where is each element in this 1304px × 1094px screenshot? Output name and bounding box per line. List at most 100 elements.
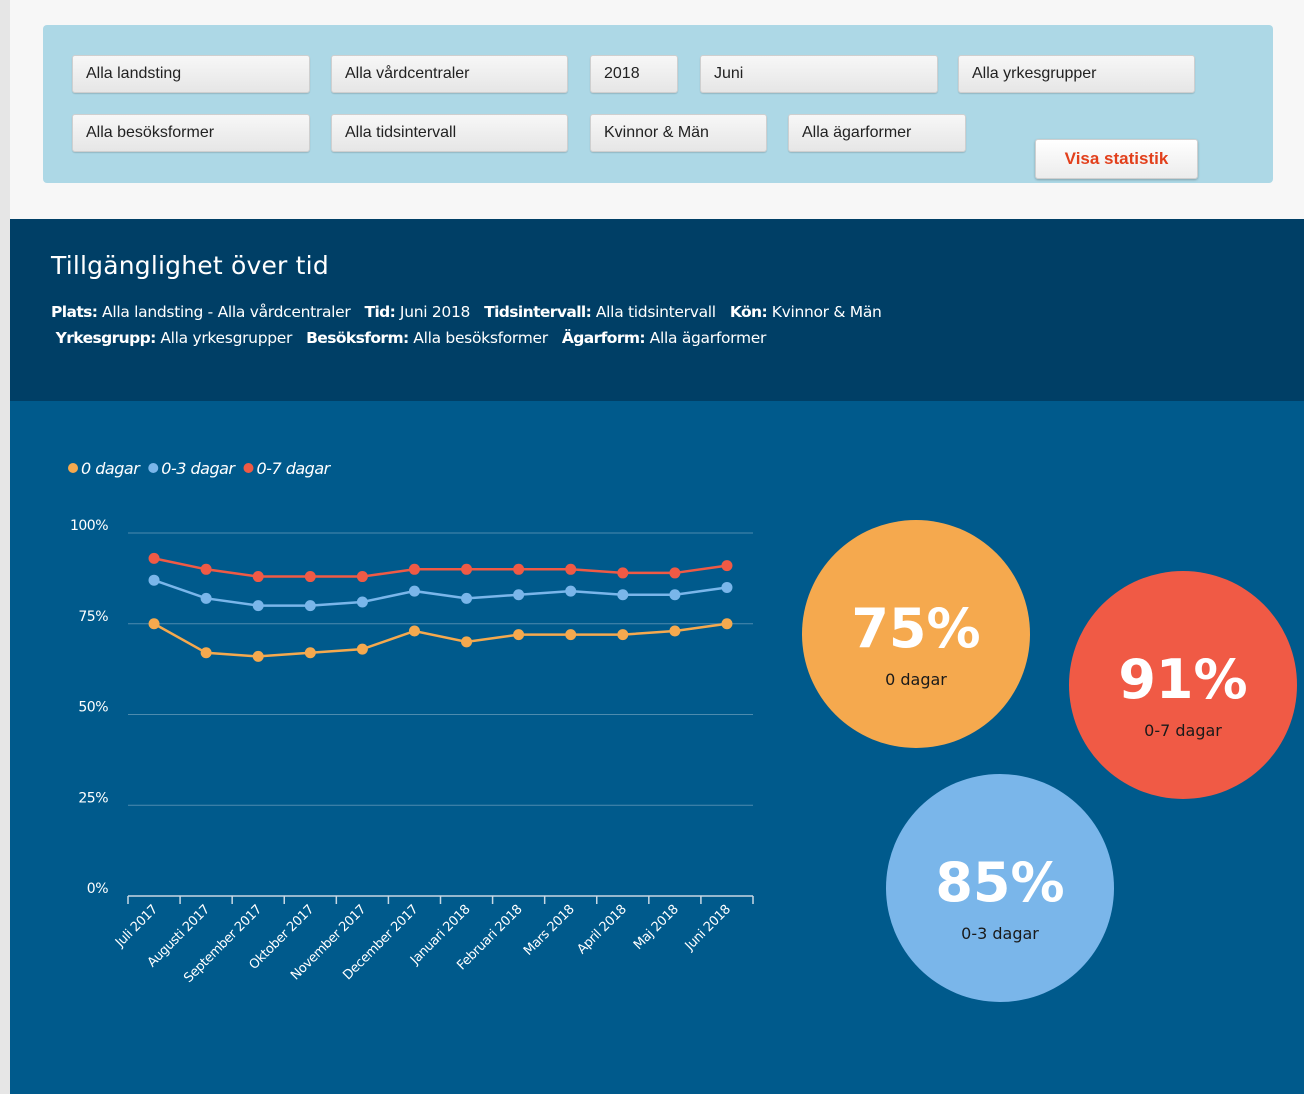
data-point	[565, 629, 577, 641]
data-point	[304, 600, 316, 612]
y-tick-label: 75%	[78, 609, 108, 625]
data-point	[513, 589, 525, 601]
side-strip	[0, 0, 10, 1094]
x-tick-label: Maj 2018	[631, 902, 682, 953]
meta-value: Alla tidsintervall	[595, 303, 716, 321]
data-point	[252, 600, 264, 612]
y-tick-label: 100%	[70, 518, 108, 534]
data-point	[200, 647, 212, 659]
data-point	[565, 585, 577, 597]
data-point	[408, 563, 420, 575]
filter-dropdown[interactable]: Juni	[700, 55, 938, 93]
data-point	[461, 563, 473, 575]
filter-dropdown[interactable]: Alla besöksformer	[72, 114, 310, 152]
data-point	[148, 574, 160, 586]
meta-label: Kön:	[729, 303, 768, 321]
x-tick-label: Juni 2018	[682, 902, 734, 954]
data-point	[304, 647, 316, 659]
meta-value: Alla besöksformer	[413, 329, 548, 347]
legend-marker	[68, 463, 78, 473]
data-point	[356, 643, 368, 655]
data-point	[356, 571, 368, 583]
legend-label: 0-3 dagar	[161, 459, 236, 478]
series-line	[153, 557, 728, 578]
filter-dropdown[interactable]: 2018	[590, 55, 678, 93]
data-point	[252, 571, 264, 583]
kpi-bubble	[886, 774, 1114, 1002]
meta-value: Kvinnor & Män	[771, 303, 882, 321]
data-point	[200, 563, 212, 575]
data-point	[461, 592, 473, 604]
chart: 0 dagar 0-3 dagar 0-7 dagar 0% 25% 50% 75% 100%…	[68, 459, 1297, 1002]
series-line	[153, 622, 728, 658]
data-point	[721, 581, 733, 593]
data-point	[148, 552, 160, 564]
data-point	[617, 629, 629, 641]
meta-label: Ägarform:	[561, 329, 646, 347]
meta-item: Ägarform: Alla ägarformer	[561, 329, 767, 347]
data-point	[252, 650, 264, 662]
y-tick-label: 25%	[78, 790, 108, 806]
data-point	[565, 563, 577, 575]
legend-label: 0-7 dagar	[256, 459, 331, 478]
x-tick-label: April 2018	[575, 902, 630, 957]
data-point	[617, 589, 629, 601]
filter-dropdown[interactable]: Alla yrkesgrupper	[958, 55, 1195, 93]
kpi-bubble	[802, 520, 1030, 748]
meta-item: Tidsintervall: Alla tidsintervall	[484, 303, 716, 321]
data-point	[304, 571, 316, 583]
data-point	[669, 589, 681, 601]
filter-dropdown[interactable]: Alla ägarformer	[788, 114, 966, 152]
filter-dropdown[interactable]: Alla vårdcentraler	[331, 55, 568, 93]
meta-item: Tid: Juni 2018	[365, 303, 471, 321]
data-point	[617, 567, 629, 579]
meta-label: Yrkesgrupp:	[55, 329, 157, 347]
x-tick-label: Juli 2017	[112, 902, 161, 951]
title: Tillgänglighet över tid	[51, 251, 329, 280]
meta: Plats: Alla landsting - Alla vårdcentral…	[51, 299, 896, 351]
meta-label: Tid:	[364, 303, 396, 321]
data-point	[721, 560, 733, 572]
filter-dropdown[interactable]: Alla tidsintervall	[331, 114, 568, 152]
data-point	[669, 625, 681, 637]
kpi-label: 0-7 dagar	[1144, 721, 1222, 740]
data-point	[513, 563, 525, 575]
show-button[interactable]: Visa statistik	[1035, 139, 1198, 179]
x-tick-label: Mars 2018	[521, 902, 578, 959]
meta-label: Besöksform:	[306, 329, 409, 347]
data-point	[148, 618, 160, 630]
data-point	[669, 567, 681, 579]
meta-item: Yrkesgrupp: Alla yrkesgrupper	[55, 329, 293, 347]
kpi-label: 0-3 dagar	[961, 924, 1039, 943]
chart-area: 0 dagar 0-3 dagar 0-7 dagar 0% 25% 50% 75% 100%…	[10, 401, 1304, 1094]
y-tick-label: 0%	[87, 881, 108, 897]
filter-dropdown[interactable]: Alla landsting	[72, 55, 310, 93]
data-point	[200, 592, 212, 604]
data-point	[721, 618, 733, 630]
header: Tillgänglighet över tid Plats: Alla land…	[10, 219, 1304, 401]
meta-value: Alla landsting - Alla vårdcentraler	[102, 303, 351, 321]
legend-marker	[148, 463, 159, 473]
filter-panel: Visa statistik Alla landsting Alla vårdce…	[43, 25, 1273, 183]
legend-label: 0 dagar	[81, 459, 141, 478]
data-point	[408, 625, 420, 637]
meta-value: Alla yrkesgrupper	[160, 329, 293, 347]
kpi-value: 91%	[1118, 648, 1247, 711]
meta-value: Alla ägarformer	[649, 329, 767, 347]
data-point	[461, 636, 473, 648]
kpi-label: 0 dagar	[885, 670, 947, 689]
meta-item: Besöksform: Alla besöksformer	[306, 329, 548, 347]
series-line	[153, 579, 728, 607]
meta-label: Plats:	[51, 303, 98, 321]
data-point	[408, 585, 420, 597]
kpi-bubble	[1069, 571, 1297, 799]
meta-label: Tidsintervall:	[484, 303, 592, 321]
meta-item: Kön: Kvinnor & Män	[730, 303, 882, 321]
kpi-value: 85%	[935, 851, 1064, 914]
data-point	[513, 629, 525, 641]
filter-dropdown[interactable]: Kvinnor & Män	[590, 114, 767, 152]
meta-value: Juni 2018	[399, 303, 471, 321]
kpi-value: 75%	[851, 597, 980, 660]
data-point	[356, 596, 368, 608]
